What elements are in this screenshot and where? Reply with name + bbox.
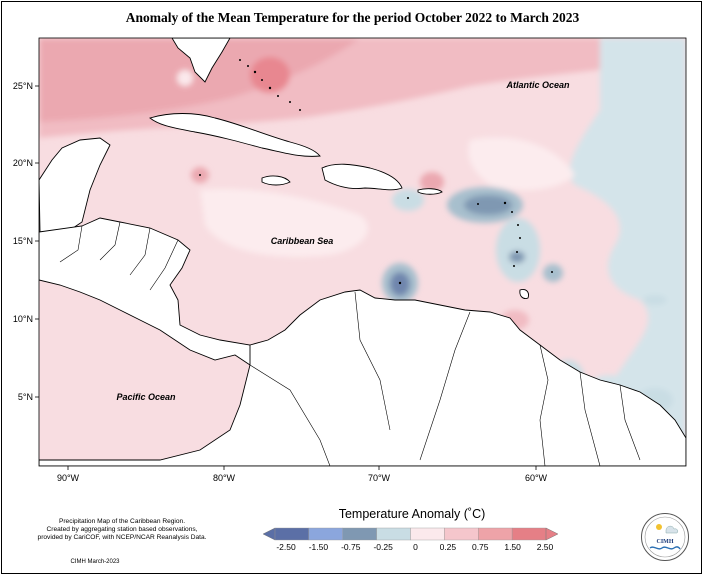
- lat-label: 20°N: [13, 158, 33, 168]
- legend-swatch: [376, 527, 411, 541]
- legend-tick-label: 0.25: [440, 542, 457, 552]
- trinidad: [519, 289, 529, 299]
- cimh-logo: CIMH: [641, 513, 689, 561]
- credit-line: provided by CariCOF, with NCEP/NCAR Rean…: [37, 534, 207, 541]
- lat-labels: 25°N 20°N 15°N 10°N 5°N: [13, 81, 33, 402]
- lon-label: 70°W: [368, 473, 391, 483]
- legend-swatch: [478, 527, 513, 541]
- legend-arrow-high: [545, 527, 559, 541]
- logo-label: CIMH: [657, 539, 674, 545]
- small-islands: [199, 59, 553, 285]
- legend-tick-labels: -2.50 -1.50 -0.75 -0.25 0 0.25 0.75 1.50 2.50: [276, 542, 553, 552]
- cuba: [149, 113, 321, 157]
- credit-text: Precipitation Map of the Caribbean Regio…: [22, 518, 222, 542]
- legend-tick-label: 1.50: [504, 542, 521, 552]
- legend-colorbar: [262, 527, 559, 541]
- lon-ticks: [67, 466, 537, 470]
- lat-ticks: [35, 85, 39, 398]
- legend-swatch: [308, 527, 343, 541]
- credit-line: Precipitation Map of the Caribbean Regio…: [58, 518, 186, 525]
- legend-swatch: [274, 527, 310, 541]
- sun-icon: [656, 524, 662, 530]
- lat-label: 15°N: [13, 236, 33, 246]
- cloud-icon: [665, 525, 679, 534]
- lon-labels: 90°W 80°W 70°W 60°W: [57, 473, 548, 483]
- legend-swatch: [444, 527, 479, 541]
- south-america: [39, 289, 686, 466]
- waves-icon: [649, 546, 681, 550]
- lon-label: 90°W: [57, 473, 80, 483]
- puerto-rico: [417, 188, 443, 195]
- legend-swatch: [342, 527, 377, 541]
- legend-tick-label: 0.75: [472, 542, 489, 552]
- legend-tick-label: -2.50: [276, 542, 296, 552]
- lon-label: 80°W: [213, 473, 236, 483]
- credit-line: Created by aggregating station based obs…: [46, 526, 198, 533]
- land-masses: [39, 38, 686, 466]
- country-borders: [59, 221, 641, 466]
- map-title: Anomaly of the Mean Temperature for the …: [125, 10, 580, 25]
- legend-arrow-low: [262, 527, 276, 541]
- credit-date: CIMH March-2023: [70, 559, 120, 565]
- legend-tick-label: -1.50: [309, 542, 329, 552]
- legend-title: Temperature Anomaly (˚C): [338, 507, 486, 521]
- lat-label: 10°N: [13, 314, 33, 324]
- hispaniola: [321, 163, 403, 191]
- legend-tick-label: 0: [413, 542, 418, 552]
- anomaly-field: [39, 38, 686, 466]
- lat-label: 25°N: [13, 81, 33, 91]
- label-pacific-ocean: Pacific Ocean: [116, 392, 176, 402]
- label-atlantic-ocean: Atlantic Ocean: [505, 80, 570, 90]
- legend-swatch: [511, 527, 547, 541]
- jamaica: [261, 175, 291, 186]
- legend-tick-label: 2.50: [537, 542, 554, 552]
- legend-swatch: [410, 527, 445, 541]
- lon-label: 60°W: [525, 473, 548, 483]
- lat-label: 5°N: [18, 392, 33, 402]
- legend-tick-label: -0.25: [373, 542, 393, 552]
- legend-tick-label: -0.75: [341, 542, 361, 552]
- label-caribbean-sea: Caribbean Sea: [271, 236, 334, 246]
- plot-border: [38, 37, 687, 467]
- florida: [171, 38, 231, 83]
